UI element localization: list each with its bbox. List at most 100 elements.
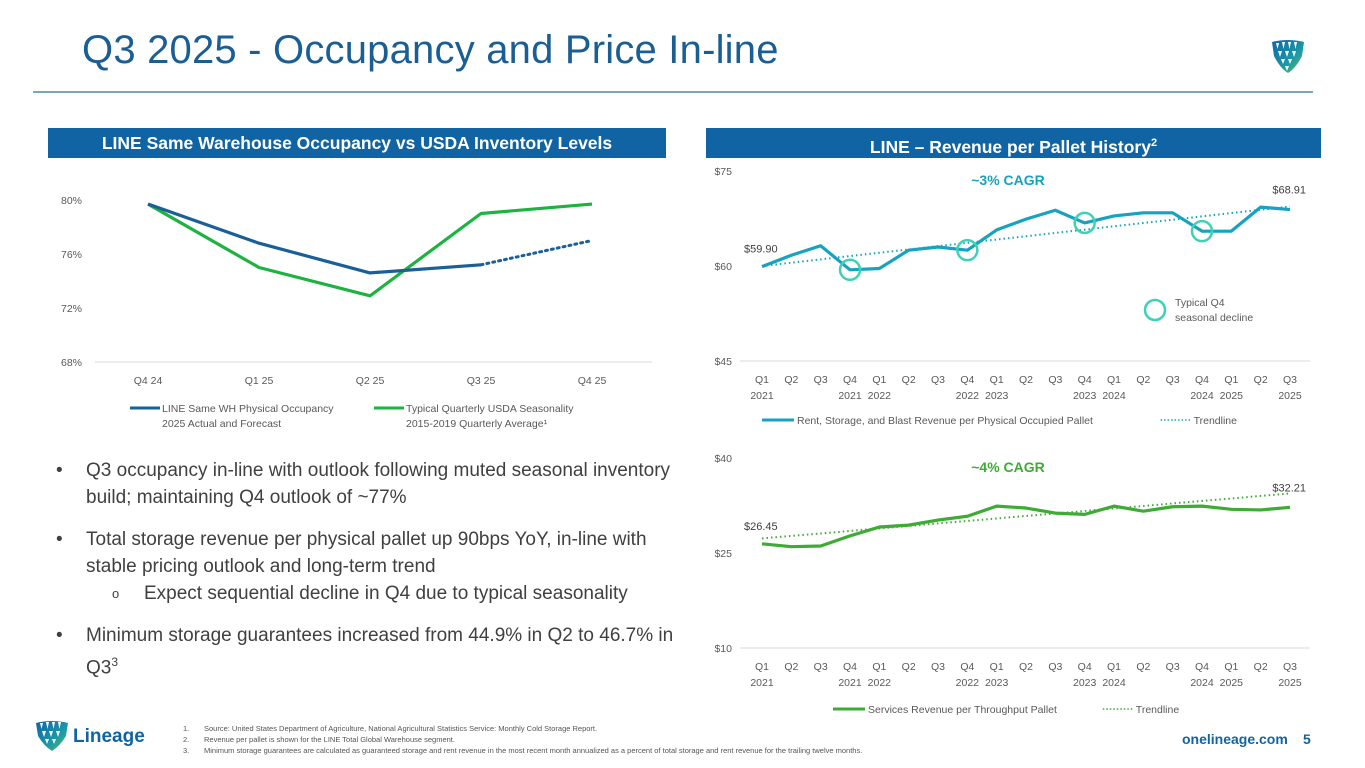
x-tick-year-label: 2024 [1102,677,1126,689]
x-tick-label: Q3 [931,661,945,673]
bullet-item: • Q3 occupancy in-line with outlook foll… [56,457,686,511]
x-tick-label: Q2 [902,374,916,386]
y-tick-label: $25 [714,548,732,560]
legend-label: LINE Same WH Physical Occupancy [162,403,334,415]
x-tick-label: Q1 [872,374,886,386]
footnote: 1. Source: United States Department of Ag… [183,723,862,734]
y-tick-label: $75 [714,166,732,178]
bullet-glyph: • [56,529,63,550]
footnote-ref: 2 [1150,137,1158,149]
footnote-number: 2. [183,735,190,744]
x-tick-label: Q2 [1254,374,1268,386]
y-tick-label: 76% [61,249,82,261]
x-tick-label: Q2 25 [356,375,385,387]
bullet-text: Total storage revenue per physical palle… [86,529,647,577]
page-title: Q3 2025 - Occupancy and Price In-line [82,28,779,72]
x-tick-label: Q4 [1195,374,1209,386]
page-number: 5 [1303,731,1311,747]
x-tick-label: Q1 [755,374,769,386]
data-label: $26.45 [744,521,778,533]
x-tick-label: Q4 [960,661,974,673]
x-tick-year-label: 2023 [985,677,1009,689]
usda-seasonality-line [147,202,593,298]
x-tick-year-label: 2021 [838,390,862,402]
revenue-banner-text: LINE – Revenue per Pallet History [869,136,1151,157]
sub-bullet-glyph: o [112,586,120,601]
x-tick-label: Q4 [843,661,857,673]
q4-decline-marker [838,258,862,282]
footnotes: 1. Source: United States Department of Ag… [183,723,862,756]
x-tick-label: Q3 25 [467,375,496,387]
trendline [761,205,1291,267]
sub-bullet-item: o Expect sequential decline in Q4 due to… [56,580,686,607]
x-tick-year-label: 2021 [750,677,774,689]
occupancy-forecast-line [479,239,594,267]
y-tick-label: $45 [714,356,732,368]
y-tick-label: 80% [61,195,82,207]
x-tick-label: Q2 [1136,374,1150,386]
key-points-list: • Q3 occupancy in-line with outlook foll… [56,457,686,696]
q4-decline-marker [956,238,979,262]
bullet-glyph: • [56,625,63,646]
legend-label: Trendline [1136,704,1180,716]
x-tick-year-label: 2024 [1190,390,1214,402]
x-tick-label: Q3 [814,374,828,386]
legend-label: 2015-2019 Quarterly Average¹ [406,418,548,430]
x-tick-year-label: 2024 [1190,677,1214,689]
x-tick-label: Q1 [990,661,1004,673]
legend-label: Typical Quarterly USDA Seasonality [406,403,574,415]
x-tick-year-label: 2025 [1278,390,1302,402]
x-tick-label: Q4 [1195,661,1209,673]
revenue-series-line [761,504,1291,549]
x-tick-label: Q4 [843,374,857,386]
cagr-annotation: ~4% CAGR [971,459,1045,475]
x-tick-year-label: 2025 [1220,390,1244,402]
revenue-chart-banner: LINE – Revenue per Pallet History2 [706,128,1321,158]
x-tick-label: Q1 [872,661,886,673]
sub-bullet-text: Expect sequential decline in Q4 due to t… [144,583,628,604]
x-tick-label: Q3 [931,374,945,386]
x-tick-year-label: 2023 [1073,390,1097,402]
footnote-text: Minimum storage guarantees are calculate… [204,746,863,755]
x-tick-label: Q2 [784,374,798,386]
x-tick-year-label: 2022 [956,390,980,402]
website-link[interactable]: onelineage.com [1182,731,1288,747]
x-tick-year-label: 2023 [985,390,1009,402]
x-tick-label: Q1 [990,374,1004,386]
revenue-series-line [761,205,1291,272]
legend-label: Trendline [1194,415,1238,427]
x-tick-label: Q2 [1136,661,1150,673]
x-tick-label: Q3 [1048,661,1062,673]
legend-label: 2025 Actual and Forecast [162,418,281,430]
q4-decline-marker [1073,211,1096,235]
data-label: $32.21 [1272,482,1306,494]
x-tick-label: Q1 [1224,661,1238,673]
data-label: $68.91 [1272,185,1306,197]
x-tick-label: Q2 [1019,661,1033,673]
occupancy-chart-banner: LINE Same Warehouse Occupancy vs USDA In… [48,128,666,158]
x-tick-label: Q3 [1166,374,1180,386]
x-tick-year-label: 2025 [1278,677,1302,689]
x-tick-label: Q1 25 [245,375,274,387]
x-tick-year-label: 2021 [750,390,774,402]
bullet-text: Minimum storage guarantees increased fro… [86,625,674,679]
x-tick-label: Q2 [1019,374,1033,386]
q4-decline-legend-marker [1143,298,1167,322]
bullet-item: • Total storage revenue per physical pal… [56,526,686,607]
x-tick-label: Q3 [1166,661,1180,673]
q4-decline-marker [1190,219,1214,243]
brand-name: Lineage [73,726,145,747]
data-label: $59.90 [744,244,778,256]
x-tick-year-label: 2023 [1073,677,1097,689]
footnote-number: 1. [183,724,190,733]
lineage-logo-mark-icon [1272,40,1304,73]
cagr-annotation: ~3% CAGR [971,172,1045,188]
occupancy-banner-text: LINE Same Warehouse Occupancy vs USDA In… [101,133,613,153]
x-tick-label: Q2 [902,661,916,673]
x-tick-label: Q4 [1078,661,1092,673]
x-tick-label: Q1 [755,661,769,673]
legend-label: Services Revenue per Throughput Pallet [868,704,1057,716]
footnote-text: Source: United States Department of Agri… [204,724,598,733]
bullet-text: Q3 occupancy in-line with outlook follow… [86,460,671,508]
